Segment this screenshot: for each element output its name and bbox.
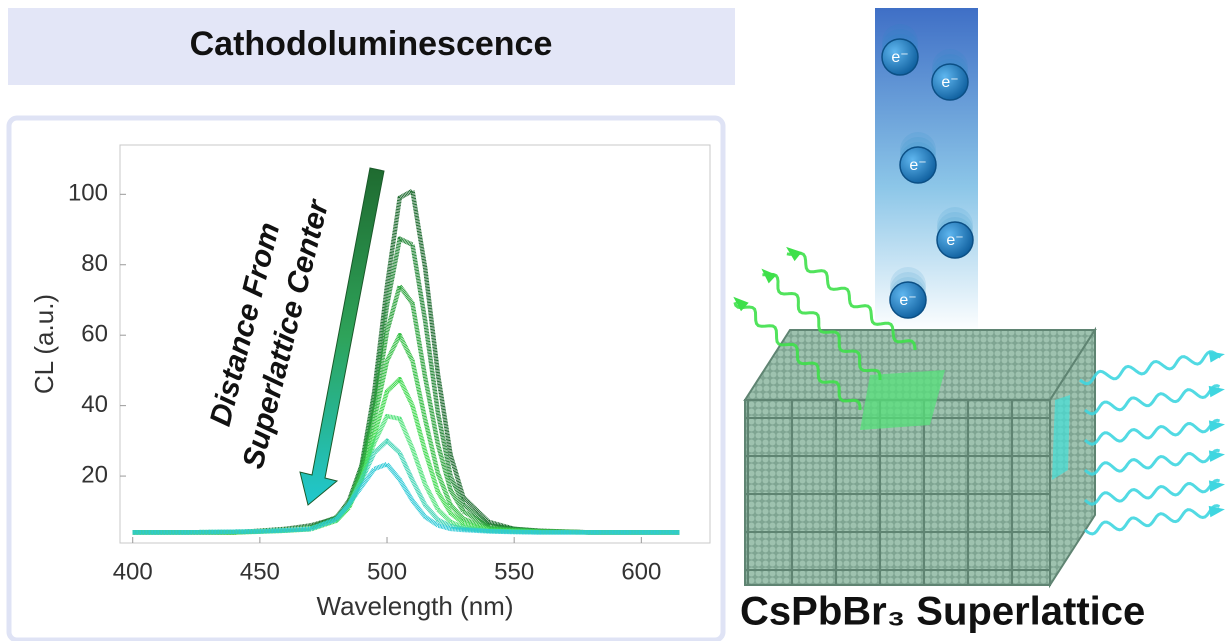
y-axis-label: CL (a.u.) (29, 294, 59, 394)
page: Cathodoluminescence 400 450 500 550 600 20 40 6… (0, 0, 1226, 641)
emission-wave (1085, 450, 1220, 474)
emission-arrowhead (1209, 480, 1225, 492)
y-tick-label: 80 (81, 250, 108, 277)
caption: CsPbBr₃ Superlattice (740, 590, 1145, 634)
emission-wave (1085, 480, 1220, 504)
superlattice (745, 330, 1095, 585)
emission-wave (1080, 352, 1220, 384)
electron-label: e⁻ (941, 74, 958, 91)
figure: Cathodoluminescence 400 450 500 550 600 20 40 6… (0, 0, 1226, 641)
x-tick-label: 600 (621, 558, 661, 585)
electron-label: e⁻ (899, 292, 916, 309)
front-face (745, 400, 1050, 585)
emission-arrowhead (1209, 351, 1225, 362)
x-axis-label: Wavelength (nm) (317, 591, 514, 621)
x-tick-label: 400 (113, 558, 153, 585)
x-tick-label: 550 (494, 558, 534, 585)
emission-arrowhead (1209, 506, 1225, 517)
y-tick-label: 20 (81, 461, 108, 488)
y-tick-label: 60 (81, 321, 108, 348)
emission-wave (1085, 386, 1220, 414)
electron-label: e⁻ (909, 157, 926, 174)
emission-arrowhead (1209, 386, 1225, 397)
emission-wave (1085, 506, 1220, 534)
electron-label: e⁻ (891, 49, 908, 66)
x-tick-label: 450 (240, 558, 280, 585)
emission-arrowhead (1209, 450, 1225, 462)
y-tick-label: 100 (68, 180, 108, 207)
y-tick-label: 40 (81, 391, 108, 418)
emission-arrowhead (1209, 420, 1225, 432)
electron-label: e⁻ (946, 232, 963, 249)
x-tick-label: 500 (367, 558, 407, 585)
title: Cathodoluminescence (190, 25, 553, 63)
emission-wave (1085, 420, 1220, 444)
